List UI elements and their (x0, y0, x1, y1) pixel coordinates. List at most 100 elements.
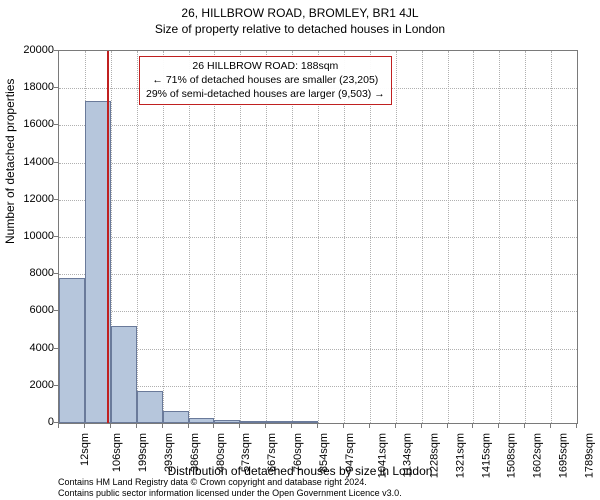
x-tick-mark (291, 424, 292, 428)
x-tick-label: 1602sqm (532, 433, 544, 478)
x-tick-mark (421, 424, 422, 428)
histogram-bar (266, 421, 292, 423)
y-tick-mark (54, 385, 58, 386)
gridline-v (551, 51, 552, 423)
gridline-v (214, 51, 215, 423)
histogram-bar (214, 420, 240, 423)
chart-title: 26, HILLBROW ROAD, BROMLEY, BR1 4JL (0, 0, 600, 22)
x-tick-mark (162, 424, 163, 428)
footer-attribution: Contains HM Land Registry data © Crown c… (58, 477, 402, 498)
histogram-bar (163, 411, 189, 423)
y-tick-label: 10000 (4, 230, 54, 242)
gridline-v (525, 51, 526, 423)
x-tick-mark (84, 424, 85, 428)
gridline-v (137, 51, 138, 423)
x-tick-mark (317, 424, 318, 428)
chart-container: 26, HILLBROW ROAD, BROMLEY, BR1 4JL Size… (0, 0, 600, 500)
x-tick-label: 12sqm (79, 433, 91, 466)
x-tick-label: 854sqm (318, 433, 330, 472)
x-tick-mark (110, 424, 111, 428)
x-tick-label: 1789sqm (584, 433, 596, 478)
x-tick-mark (576, 424, 577, 428)
property-marker-line (107, 51, 109, 423)
gridline-v (473, 51, 474, 423)
y-tick-label: 14000 (4, 156, 54, 168)
histogram-bar (59, 278, 85, 423)
x-tick-mark (188, 424, 189, 428)
y-tick-label: 12000 (4, 193, 54, 205)
x-tick-label: 1415sqm (480, 433, 492, 478)
x-tick-label: 293sqm (163, 433, 175, 472)
y-tick-label: 8000 (4, 267, 54, 279)
gridline-v (370, 51, 371, 423)
gridline-v (240, 51, 241, 423)
x-tick-label: 480sqm (215, 433, 227, 472)
y-tick-label: 6000 (4, 304, 54, 316)
x-tick-mark (447, 424, 448, 428)
histogram-bar (137, 391, 163, 423)
gridline-v (266, 51, 267, 423)
y-tick-label: 4000 (4, 342, 54, 354)
x-tick-label: 1695sqm (557, 433, 569, 478)
marker-callout: 26 HILLBROW ROAD: 188sqm ← 71% of detach… (139, 56, 392, 105)
x-tick-mark (369, 424, 370, 428)
x-tick-mark (395, 424, 396, 428)
gridline-v (396, 51, 397, 423)
x-tick-label: 947sqm (344, 433, 356, 472)
y-tick-label: 20000 (4, 44, 54, 56)
histogram-bar (189, 418, 215, 423)
y-tick-label: 16000 (4, 118, 54, 130)
histogram-bar (111, 326, 137, 423)
x-tick-label: 1508sqm (506, 433, 518, 478)
x-tick-label: 573sqm (241, 433, 253, 472)
plot-area: 26 HILLBROW ROAD: 188sqm ← 71% of detach… (58, 50, 578, 424)
gridline-v (344, 51, 345, 423)
gridline-v (292, 51, 293, 423)
x-tick-mark (343, 424, 344, 428)
x-tick-mark (136, 424, 137, 428)
y-tick-mark (54, 310, 58, 311)
y-tick-mark (54, 124, 58, 125)
y-tick-mark (54, 162, 58, 163)
x-tick-label: 1134sqm (401, 433, 413, 477)
gridline-v (422, 51, 423, 423)
gridline-v (189, 51, 190, 423)
x-tick-mark (58, 424, 59, 428)
y-tick-mark (54, 348, 58, 349)
gridline-v (163, 51, 164, 423)
x-tick-label: 1228sqm (428, 433, 440, 478)
x-tick-mark (265, 424, 266, 428)
x-tick-label: 1041sqm (376, 433, 388, 478)
y-tick-label: 2000 (4, 379, 54, 391)
x-tick-label: 106sqm (111, 433, 123, 472)
callout-line-1: 26 HILLBROW ROAD: 188sqm (146, 59, 385, 73)
y-tick-label: 18000 (4, 81, 54, 93)
gridline-v (318, 51, 319, 423)
x-tick-mark (498, 424, 499, 428)
y-tick-mark (54, 50, 58, 51)
x-tick-label: 760sqm (292, 433, 304, 472)
y-tick-mark (54, 199, 58, 200)
y-tick-mark (54, 422, 58, 423)
callout-line-3: 29% of semi-detached houses are larger (… (146, 87, 385, 101)
x-tick-mark (524, 424, 525, 428)
x-tick-label: 1321sqm (454, 433, 466, 478)
histogram-bar (240, 421, 266, 423)
callout-line-2: ← 71% of detached houses are smaller (23… (146, 73, 385, 87)
x-tick-mark (213, 424, 214, 428)
gridline-v (499, 51, 500, 423)
histogram-bar (292, 421, 318, 423)
x-tick-mark (550, 424, 551, 428)
y-tick-label: 0 (4, 416, 54, 428)
x-tick-mark (472, 424, 473, 428)
footer-line-2: Contains public sector information licen… (58, 488, 402, 498)
chart-subtitle: Size of property relative to detached ho… (0, 22, 600, 38)
gridline-v (448, 51, 449, 423)
x-tick-label: 386sqm (189, 433, 201, 472)
y-tick-mark (54, 236, 58, 237)
y-tick-mark (54, 87, 58, 88)
y-tick-mark (54, 273, 58, 274)
x-tick-mark (239, 424, 240, 428)
x-tick-label: 667sqm (267, 433, 279, 472)
x-tick-label: 199sqm (137, 433, 149, 472)
